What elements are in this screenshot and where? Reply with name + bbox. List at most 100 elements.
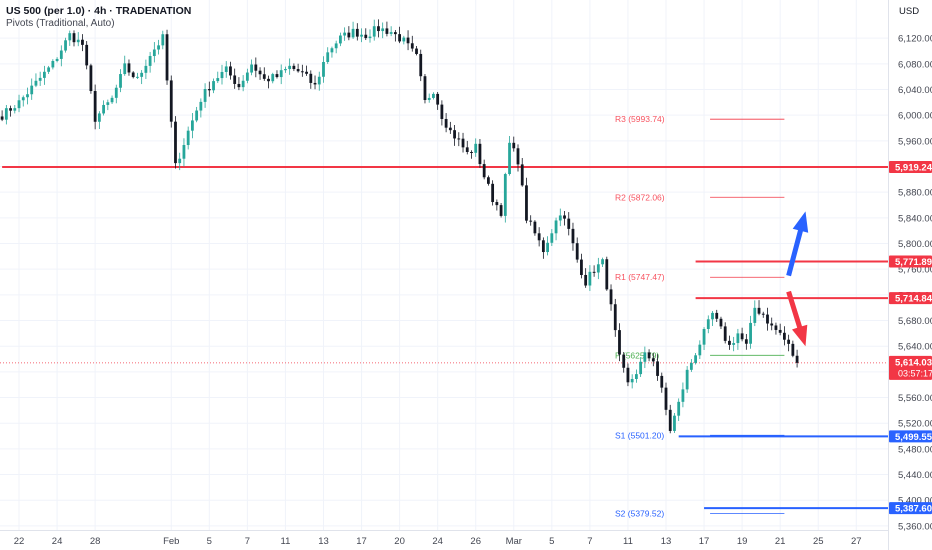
bearish-arrow (786, 290, 808, 347)
pivot-R3-label: R3 (5993.74) (615, 114, 665, 124)
candle-body (224, 66, 228, 72)
x-tick-label: 19 (737, 536, 748, 547)
indicator-label[interactable]: Pivots (Traditional, Auto) (6, 18, 115, 29)
candle-body (609, 289, 613, 305)
grid (0, 0, 888, 530)
x-tick-label: 13 (318, 536, 329, 547)
candle-body (389, 32, 393, 34)
candle-body (668, 409, 672, 431)
candle-body (322, 61, 325, 77)
candle-body (364, 34, 368, 39)
candle-body (651, 358, 655, 362)
candle-body (503, 174, 507, 216)
pivot-S1-label: S1 (5501.20) (615, 430, 664, 440)
candle-body (618, 330, 621, 355)
x-tick-label: 24 (52, 536, 63, 547)
candle-body (499, 205, 503, 216)
bullish-arrow (786, 211, 809, 277)
candle-body (76, 39, 80, 43)
candle-body (233, 75, 237, 84)
candle-body (508, 142, 511, 175)
candle-body (47, 67, 51, 72)
candle-body (402, 37, 406, 42)
candle-body (706, 319, 710, 329)
candle-body (106, 102, 110, 105)
candle-body (525, 185, 528, 221)
resistance-3-tag-bg (889, 292, 932, 305)
candle-body (588, 271, 592, 286)
candle-body (262, 74, 266, 79)
candle-body (419, 53, 423, 77)
candle-body (212, 81, 215, 91)
candle-body (72, 33, 76, 43)
candle-body (622, 354, 626, 368)
candle-body (596, 264, 600, 273)
candle-body (284, 69, 287, 71)
candle-body (613, 304, 617, 331)
candle-body (740, 333, 744, 340)
candle-body (140, 72, 144, 77)
candle-body (736, 333, 740, 344)
candle-body (605, 259, 609, 290)
currency-label[interactable]: USD (899, 6, 920, 17)
candles (0, 19, 799, 434)
candle-body (635, 374, 638, 379)
candle-body (715, 312, 719, 319)
candle-body (787, 339, 791, 344)
candle-body (660, 375, 664, 388)
candle-body (757, 307, 761, 314)
candle-body (169, 80, 173, 122)
candle-body (241, 80, 245, 88)
symbol-title[interactable]: US 500 (per 1.0) · 4h · TRADENATION (6, 5, 192, 17)
candle-body (491, 183, 495, 203)
candle-body (245, 72, 249, 81)
candle-body (55, 58, 59, 61)
x-tick-label: 22 (14, 536, 25, 547)
candle-body (778, 329, 782, 333)
candle-body (258, 70, 262, 75)
time-axis[interactable]: 22 24 28 Feb 5 7 11 13 17 20 24 26 Mar 5 7 11 13 17 19 21 25… (14, 536, 862, 547)
candle-body (487, 177, 490, 184)
candle-body (51, 60, 55, 68)
y-tick-label: 6,080.00 (898, 59, 932, 70)
x-tick-label: 21 (775, 536, 786, 547)
pivot-P-label: P (5625.79) (615, 350, 659, 360)
support-1-tag-bg (889, 430, 932, 443)
candle-body (34, 80, 38, 86)
x-tick-label: 11 (623, 536, 633, 547)
x-tick-label: 17 (356, 536, 367, 547)
candle-body (114, 87, 118, 98)
resistance-2-tag-bg (889, 255, 932, 268)
candle-body (584, 274, 588, 286)
candle-body (165, 34, 169, 81)
candle-body (9, 108, 12, 111)
candle-body (267, 78, 270, 82)
candle-body (334, 43, 338, 49)
candle-body (26, 94, 29, 98)
candle-body (309, 73, 313, 83)
y-tick-label: 5,440.00 (898, 470, 932, 481)
candle-body (250, 64, 253, 73)
candle-body (550, 233, 554, 243)
x-tick-label: 13 (661, 536, 672, 547)
candle-body (529, 220, 533, 222)
support-2-tag-bg (889, 502, 932, 515)
price-axis[interactable]: 6,120.00 6,080.00 6,040.00 6,000.00 5,960.00… (898, 34, 932, 533)
candle-body (220, 71, 224, 79)
y-tick-label: 5,800.00 (898, 239, 932, 250)
x-tick-label: 20 (394, 536, 405, 547)
candle-body (17, 100, 21, 109)
candle-body (630, 378, 634, 383)
candle-body (783, 332, 786, 340)
x-tick-label: 7 (587, 536, 592, 547)
candle-body (317, 76, 321, 85)
candle-body (457, 138, 461, 140)
resistance-3-tag-label: 5,714.84 (895, 294, 932, 305)
candle-body (157, 45, 160, 50)
candle-body (174, 121, 177, 164)
candle-body (444, 118, 448, 128)
candle-body (330, 48, 334, 53)
candle-body (406, 37, 410, 44)
x-tick-label: 11 (280, 536, 290, 547)
